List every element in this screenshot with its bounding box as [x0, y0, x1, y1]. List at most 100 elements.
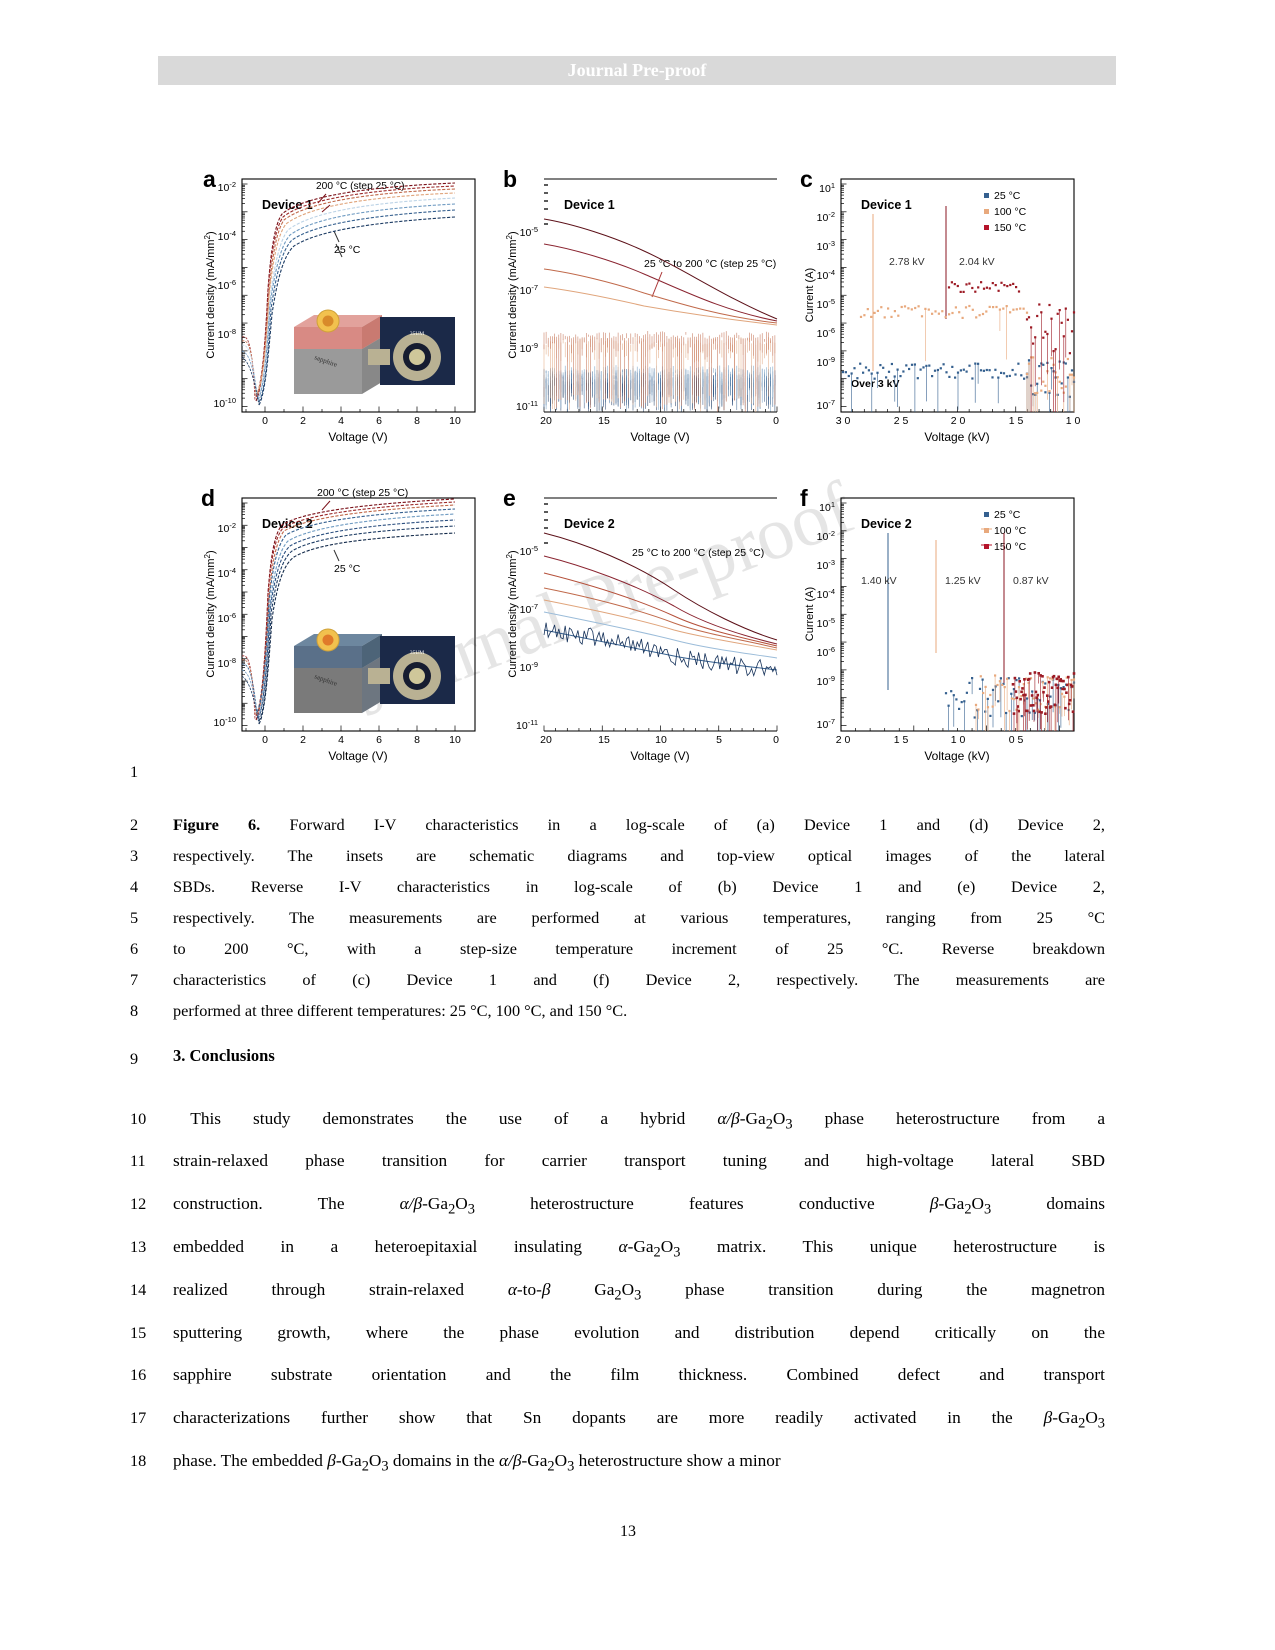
svg-text:10-5: 10-5	[817, 297, 835, 312]
svg-text:1 0: 1 0	[1066, 415, 1081, 427]
svg-text:10-8: 10-8	[218, 327, 236, 342]
svg-text:10-6: 10-6	[218, 278, 236, 293]
svg-text:Current density (mA/mm2): Current density (mA/mm2)	[505, 231, 520, 358]
svg-text:5: 5	[716, 734, 722, 746]
svg-text:Voltage (V): Voltage (V)	[630, 430, 689, 444]
svg-text:10-6: 10-6	[817, 645, 835, 660]
svg-text:5: 5	[716, 415, 722, 427]
svg-text:Current density (mA/mm2): Current density (mA/mm2)	[505, 550, 520, 677]
svg-text:25 °C: 25 °C	[334, 563, 361, 575]
svg-text:Current (A): Current (A)	[804, 268, 816, 322]
svg-text:3 0: 3 0	[836, 415, 851, 427]
svg-text:2.04 kV: 2.04 kV	[959, 256, 995, 268]
svg-text:10-4: 10-4	[817, 587, 835, 602]
svg-text:100 °C: 100 °C	[994, 525, 1027, 537]
svg-text:10-7: 10-7	[817, 717, 835, 732]
svg-text:101: 101	[819, 181, 835, 196]
svg-text:Current density (mA/mm2): Current density (mA/mm2)	[203, 231, 218, 358]
svg-text:10-11: 10-11	[516, 399, 538, 414]
svg-text:2.78 kV: 2.78 kV	[889, 256, 925, 268]
svg-text:8: 8	[414, 415, 420, 427]
svg-text:10-9: 10-9	[817, 674, 835, 689]
svg-text:101: 101	[819, 500, 835, 515]
svg-text:10-8: 10-8	[218, 656, 236, 671]
svg-text:10-4: 10-4	[218, 566, 236, 581]
svg-text:0.87 kV: 0.87 kV	[1013, 575, 1049, 587]
svg-text:1 5: 1 5	[894, 734, 909, 746]
svg-text:25 °C: 25 °C	[994, 190, 1021, 202]
svg-text:10-6: 10-6	[218, 611, 236, 626]
svg-text:10-2: 10-2	[817, 210, 835, 225]
svg-text:2: 2	[300, 734, 306, 746]
svg-text:2: 2	[300, 415, 306, 427]
svg-text:10: 10	[449, 415, 461, 427]
svg-text:35UM: 35UM	[410, 650, 424, 656]
svg-text:35UM: 35UM	[410, 331, 424, 337]
svg-text:Current density (mA/mm2): Current density (mA/mm2)	[203, 550, 218, 677]
svg-text:10-4: 10-4	[218, 229, 236, 244]
svg-text:0: 0	[773, 415, 779, 427]
svg-text:Current (A): Current (A)	[804, 587, 816, 641]
svg-text:150 °C: 150 °C	[994, 541, 1027, 553]
svg-text:10: 10	[449, 734, 461, 746]
svg-text:10-7: 10-7	[817, 398, 835, 413]
svg-text:10-2: 10-2	[218, 180, 236, 195]
svg-text:200 °C (step 25 °C): 200 °C (step 25 °C)	[317, 487, 408, 499]
svg-text:Voltage (V): Voltage (V)	[328, 430, 387, 444]
svg-text:25 °C: 25 °C	[994, 509, 1021, 521]
svg-text:Device 1: Device 1	[861, 198, 912, 212]
svg-text:Device 1: Device 1	[262, 198, 313, 212]
svg-text:100 °C: 100 °C	[994, 206, 1027, 218]
svg-text:10-7: 10-7	[520, 602, 538, 617]
svg-text:0 5: 0 5	[1009, 734, 1024, 746]
svg-text:0: 0	[262, 415, 268, 427]
svg-text:25 °C to 200 °C (step 25 °C): 25 °C to 200 °C (step 25 °C)	[644, 258, 776, 270]
svg-text:6: 6	[376, 415, 382, 427]
svg-text:Device 2: Device 2	[564, 517, 615, 531]
svg-text:10-3: 10-3	[817, 558, 835, 573]
svg-text:10: 10	[655, 415, 667, 427]
svg-text:10-2: 10-2	[817, 529, 835, 544]
svg-text:10-5: 10-5	[520, 225, 538, 240]
svg-text:2 0: 2 0	[836, 734, 851, 746]
svg-text:Voltage (V): Voltage (V)	[328, 749, 387, 763]
svg-text:8: 8	[414, 734, 420, 746]
svg-text:Voltage (kV): Voltage (kV)	[924, 430, 989, 444]
svg-text:10-7: 10-7	[520, 283, 538, 298]
svg-text:Device 1: Device 1	[564, 198, 615, 212]
svg-text:1 5: 1 5	[1009, 415, 1024, 427]
svg-text:10-4: 10-4	[817, 268, 835, 283]
svg-text:10-5: 10-5	[520, 544, 538, 559]
svg-text:10-6: 10-6	[817, 326, 835, 341]
svg-text:20: 20	[540, 734, 552, 746]
svg-text:150 °C: 150 °C	[994, 222, 1027, 234]
svg-text:4: 4	[338, 415, 344, 427]
svg-text:1 0: 1 0	[951, 734, 966, 746]
svg-text:10: 10	[655, 734, 667, 746]
svg-text:2 5: 2 5	[894, 415, 909, 427]
svg-text:Voltage (kV): Voltage (kV)	[924, 749, 989, 763]
svg-text:15: 15	[598, 734, 610, 746]
svg-text:Voltage (V): Voltage (V)	[630, 749, 689, 763]
svg-text:0: 0	[262, 734, 268, 746]
svg-text:10-10: 10-10	[213, 715, 236, 730]
svg-text:1.25 kV: 1.25 kV	[945, 575, 981, 587]
svg-text:0: 0	[773, 734, 779, 746]
svg-text:6: 6	[376, 734, 382, 746]
svg-text:10-11: 10-11	[516, 718, 538, 733]
svg-text:20: 20	[540, 415, 552, 427]
svg-text:10-10: 10-10	[213, 396, 236, 411]
svg-text:25 °C to 200 °C (step 25 °C): 25 °C to 200 °C (step 25 °C)	[632, 547, 764, 559]
svg-text:25 °C: 25 °C	[334, 244, 361, 256]
svg-text:4: 4	[338, 734, 344, 746]
svg-text:Device 2: Device 2	[861, 517, 912, 531]
svg-text:2 0: 2 0	[951, 415, 966, 427]
svg-text:10-3: 10-3	[817, 239, 835, 254]
svg-text:1.40 kV: 1.40 kV	[861, 575, 897, 587]
svg-text:10-9: 10-9	[817, 355, 835, 370]
svg-text:10-2: 10-2	[218, 521, 236, 536]
svg-text:10-9: 10-9	[520, 341, 538, 356]
svg-text:10-9: 10-9	[520, 660, 538, 675]
svg-text:15: 15	[598, 415, 610, 427]
svg-text:10-5: 10-5	[817, 616, 835, 631]
